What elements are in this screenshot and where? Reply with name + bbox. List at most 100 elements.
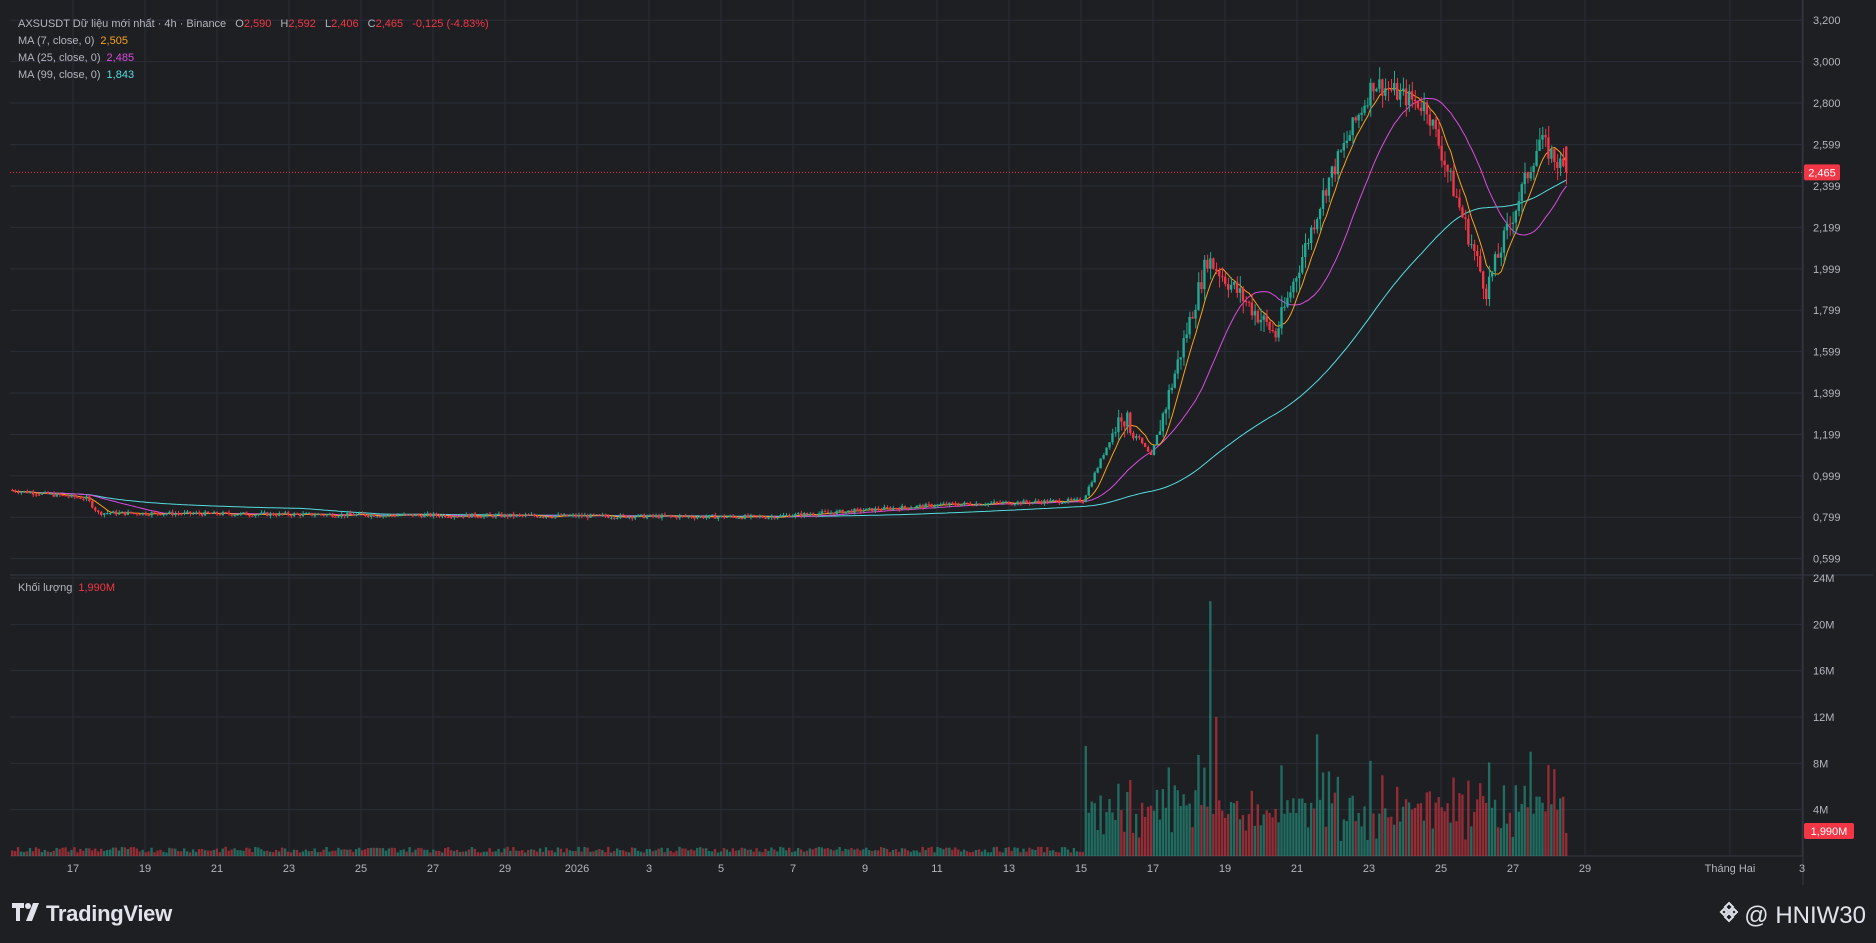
volume-bar	[1407, 802, 1411, 856]
volume-bar	[764, 848, 767, 856]
time-tick-label: 21	[211, 863, 223, 875]
volume-bar	[598, 849, 601, 856]
candle-body	[844, 511, 847, 514]
volume-bar	[740, 847, 743, 856]
volume-bar	[22, 851, 26, 856]
ma99-legend[interactable]: MA (99, close, 0) 1,843	[18, 69, 140, 81]
volume-bar	[948, 847, 951, 856]
candle-body	[1111, 433, 1114, 443]
candle-body	[547, 516, 551, 518]
candle-body	[1556, 161, 1559, 168]
candle-body	[1078, 498, 1082, 502]
volume-bar	[844, 848, 847, 856]
volume-bar	[1357, 812, 1360, 856]
candle-body	[470, 513, 474, 518]
volume-bar	[1182, 794, 1185, 856]
volume-bar	[1043, 852, 1046, 856]
volume-bar	[672, 852, 675, 856]
volume-bar	[1295, 813, 1298, 856]
price-tick-label: 1,399	[1813, 388, 1841, 400]
candle-body	[648, 514, 652, 517]
candle-body	[1437, 129, 1440, 146]
candle-body	[1550, 149, 1553, 159]
candle-body	[99, 511, 103, 515]
candle-body	[183, 512, 186, 514]
volume-bar	[654, 850, 657, 856]
volume-bar	[381, 848, 385, 856]
candle-body	[1372, 82, 1375, 92]
volume-bar	[64, 847, 67, 856]
candle-body	[117, 512, 121, 515]
candle-body	[604, 514, 607, 517]
candle-body	[1262, 315, 1265, 320]
volume-bar	[295, 849, 299, 856]
last-volume-badge	[1804, 822, 1854, 839]
volume-bar	[592, 851, 595, 856]
volume-bar	[826, 848, 829, 856]
volume-bar	[266, 850, 269, 856]
candle-body	[1137, 436, 1141, 438]
candle-body	[871, 507, 874, 512]
volume-bar	[1235, 800, 1239, 856]
volume-bar	[292, 849, 296, 856]
volume-bar	[396, 852, 399, 856]
volume-bar	[832, 850, 835, 856]
volume-bar	[977, 849, 981, 856]
volume-bar	[755, 848, 758, 856]
price-chart[interactable]: 3,200 3,000 2,800 2,599 2,399 2,199 1,999 1,799…	[0, 0, 1876, 885]
volume-bar	[847, 849, 850, 856]
volume-bar	[435, 850, 438, 856]
volume-bar	[630, 847, 634, 856]
volume-bar	[99, 848, 103, 856]
candle-body	[464, 513, 468, 517]
volume-bar	[488, 848, 491, 856]
candle-body	[1502, 230, 1506, 253]
volume-bar	[1221, 810, 1224, 856]
volume-bar	[1215, 717, 1218, 856]
candle-body	[773, 516, 776, 519]
volume-bar	[719, 851, 723, 856]
volume-bar	[687, 850, 690, 856]
ma7-legend[interactable]: MA (7, close, 0) 2,505	[18, 35, 134, 47]
candle-body	[150, 512, 153, 516]
candle-body	[135, 513, 138, 515]
candle-body	[13, 490, 17, 492]
candle-body	[1393, 82, 1396, 91]
candle-body	[752, 514, 755, 516]
candle-body	[132, 513, 135, 515]
candle-body	[206, 511, 210, 514]
candle-body	[177, 513, 180, 515]
volume-bar	[94, 848, 97, 856]
volume-bar	[1123, 831, 1126, 856]
candle-body	[111, 511, 115, 514]
volume-bar	[936, 846, 939, 856]
volume-bar	[1354, 821, 1357, 856]
candle-body	[841, 509, 844, 514]
volume-bar	[1066, 849, 1070, 856]
ma25-legend[interactable]: MA (25, close, 0) 2,485	[18, 52, 140, 64]
candle-body	[1369, 82, 1372, 106]
candle-body	[491, 514, 494, 518]
candle-body	[779, 515, 782, 518]
volume-bar	[737, 850, 740, 856]
candle-body	[977, 503, 981, 506]
candle-body	[1274, 331, 1277, 338]
candle-body	[906, 507, 910, 509]
volume-bar	[224, 846, 227, 856]
volume-bar	[1390, 816, 1393, 856]
tradingview-logo[interactable]: TradingView	[12, 901, 172, 927]
candle-body	[325, 514, 328, 516]
volume-legend[interactable]: Khối lượng 1,990M	[18, 582, 121, 594]
volume-tick-label: 4M	[1813, 805, 1828, 817]
volume-bar	[1381, 775, 1384, 856]
price-tick-label: 2,399	[1813, 181, 1841, 193]
volume-bar	[1152, 810, 1156, 856]
candle-body	[936, 504, 939, 507]
candle-body	[497, 513, 500, 515]
candle-body	[624, 515, 628, 518]
ma99-label: MA (99, close, 0)	[18, 69, 101, 81]
volume-bar	[512, 847, 515, 856]
candle-body	[589, 514, 592, 518]
volume-bar	[67, 851, 70, 856]
volume-bar	[728, 851, 732, 856]
